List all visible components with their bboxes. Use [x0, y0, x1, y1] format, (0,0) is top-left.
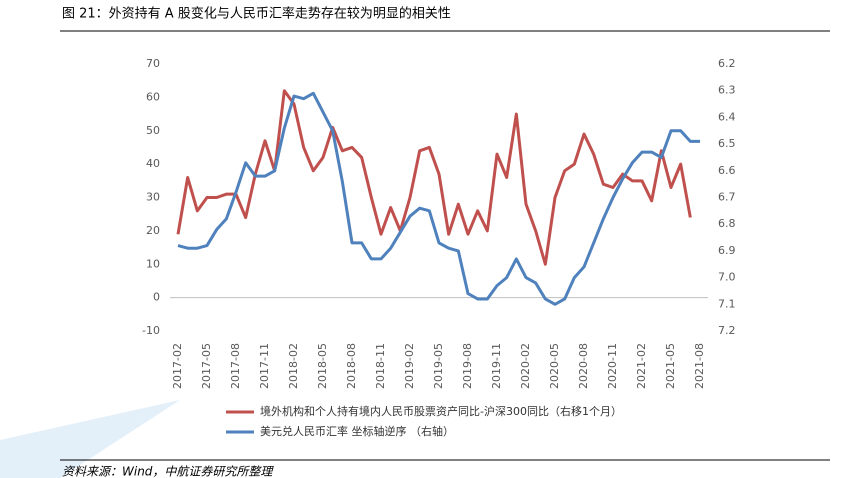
x-tick-label: 2020-05	[548, 343, 561, 389]
y2-tick-label: 6.4	[718, 110, 736, 123]
y2-tick-label: 6.8	[718, 217, 736, 230]
x-tick-label: 2019-08	[461, 343, 474, 389]
y-tick-label: 70	[146, 57, 160, 70]
x-tick-label: 2020-08	[577, 343, 590, 389]
x-tick-label: 2019-05	[432, 343, 445, 389]
series-line	[177, 91, 700, 306]
x-tick-label: 2018-02	[287, 343, 300, 389]
y2-tick-label: 6.3	[718, 84, 736, 97]
x-tick-label: 2021-08	[693, 343, 706, 389]
y-tick-label: 50	[146, 124, 160, 137]
source: 资料来源：Wind，中航证券研究所整理	[62, 465, 274, 478]
y-tick-label: -10	[142, 324, 160, 337]
x-tick-label: 2018-11	[374, 343, 387, 389]
x-tick-label: 2018-05	[316, 343, 329, 389]
y-tick-label: 0	[153, 291, 160, 304]
x-tick-label: 2018-08	[345, 343, 358, 389]
y2-tick-label: 6.9	[718, 244, 736, 257]
x-tick-label: 2017-05	[200, 343, 213, 389]
x-tick-label: 2021-02	[635, 343, 648, 389]
legend-label: 境外机构和个人持有境内人民币股票资产同比-沪深300同比（右移1个月）	[260, 404, 622, 418]
y-tick-label: 30	[146, 191, 160, 204]
y-tick-label: 20	[146, 224, 160, 237]
x-tick-label: 2017-02	[171, 343, 184, 389]
y2-tick-label: 6.7	[718, 191, 736, 204]
x-tick-label: 2017-11	[258, 343, 271, 389]
x-tick-label: 2017-08	[229, 343, 242, 389]
x-tick-label: 2020-02	[519, 343, 532, 389]
series-line	[176, 89, 692, 266]
y-tick-label: 10	[146, 257, 160, 270]
y2-tick-label: 6.2	[718, 57, 736, 70]
y-tick-label: 60	[146, 90, 160, 103]
figure-title: 图 21：外资持有 A 股变化与人民币汇率走势存在较为明显的相关性	[62, 6, 451, 22]
y2-tick-label: 6.5	[718, 137, 736, 150]
x-tick-label: 2020-11	[606, 343, 619, 389]
y-tick-label: 40	[146, 157, 160, 170]
watermark	[0, 400, 180, 478]
legend-label: 美元兑人民币汇率 坐标轴逆序 （右轴）	[260, 424, 454, 438]
x-tick-label: 2019-02	[403, 343, 416, 389]
y2-tick-label: 7.2	[718, 324, 736, 337]
y2-tick-label: 6.6	[718, 164, 736, 177]
x-tick-label: 2021-05	[664, 343, 677, 389]
y2-tick-label: 7.1	[718, 297, 736, 310]
x-tick-label: 2019-11	[490, 343, 503, 389]
y2-tick-label: 7.0	[718, 271, 736, 284]
